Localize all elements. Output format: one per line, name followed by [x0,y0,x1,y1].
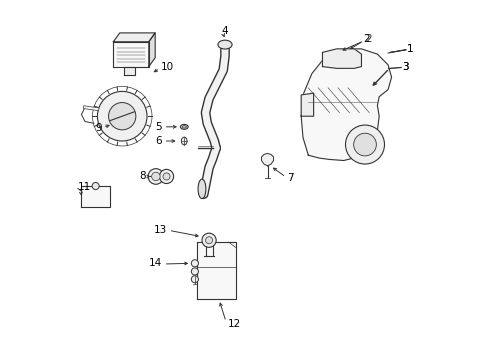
Circle shape [205,237,212,244]
Text: 13: 13 [154,225,167,235]
Text: 5: 5 [155,122,162,132]
Ellipse shape [198,179,205,199]
Polygon shape [113,42,148,67]
Ellipse shape [180,124,188,129]
Circle shape [202,233,216,247]
Polygon shape [148,33,155,67]
Text: 2: 2 [363,34,369,44]
Text: 1: 1 [406,44,412,54]
Polygon shape [113,33,155,42]
Circle shape [92,183,99,190]
Circle shape [345,125,384,164]
Text: 10: 10 [161,62,174,72]
Circle shape [97,91,147,141]
Circle shape [191,260,198,267]
Text: 3: 3 [401,62,407,72]
Text: 8: 8 [139,171,145,181]
Polygon shape [301,49,391,161]
Polygon shape [261,153,273,166]
Text: 6: 6 [155,136,162,146]
Circle shape [163,173,170,180]
Text: 2: 2 [364,34,371,44]
Text: 1: 1 [406,44,413,54]
Polygon shape [124,67,134,76]
Text: 12: 12 [227,319,240,329]
Text: 4: 4 [221,26,227,36]
Circle shape [353,133,376,156]
Polygon shape [301,93,313,116]
Polygon shape [322,49,361,68]
Circle shape [191,276,198,283]
Circle shape [159,169,173,184]
Circle shape [108,103,136,130]
Text: 14: 14 [149,258,162,268]
Text: 7: 7 [286,173,293,183]
Ellipse shape [218,40,232,49]
Text: 3: 3 [402,62,408,72]
Circle shape [151,172,160,181]
Ellipse shape [182,126,186,128]
Text: 11: 11 [78,182,91,192]
Circle shape [191,268,198,275]
Polygon shape [81,186,110,207]
Circle shape [148,168,163,184]
Ellipse shape [181,137,187,145]
Text: 9: 9 [95,122,102,132]
Polygon shape [196,242,235,299]
